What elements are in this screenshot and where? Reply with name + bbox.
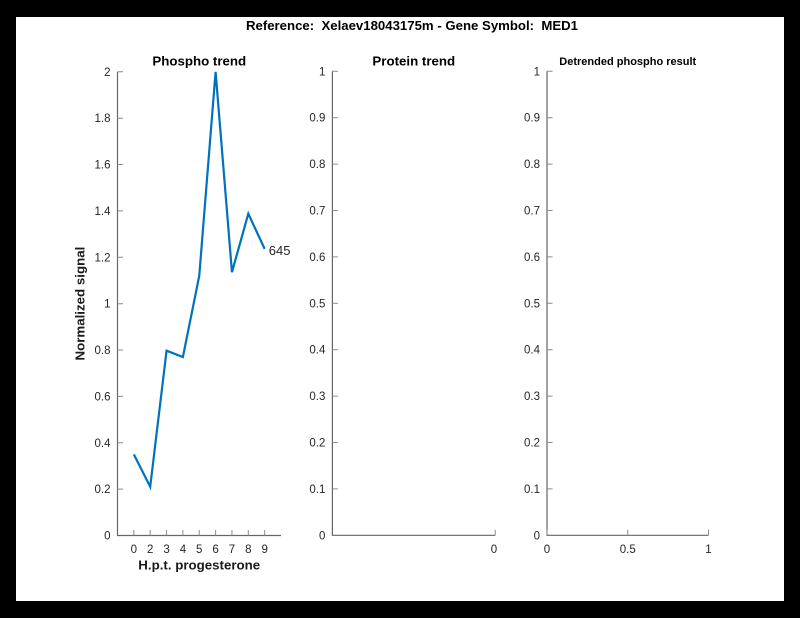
- svg-text:Protein trend: Protein trend: [372, 54, 455, 69]
- svg-text:0: 0: [544, 544, 550, 556]
- svg-text:0.1: 0.1: [309, 484, 325, 496]
- svg-text:H.p.t. progesterone: H.p.t. progesterone: [138, 558, 260, 573]
- svg-text:8: 8: [245, 544, 251, 556]
- svg-text:4: 4: [180, 544, 187, 556]
- svg-text:1: 1: [534, 66, 540, 78]
- svg-text:0.7: 0.7: [524, 206, 540, 218]
- svg-text:0.6: 0.6: [524, 252, 540, 264]
- svg-text:5: 5: [196, 544, 202, 556]
- svg-text:0.4: 0.4: [95, 438, 112, 450]
- svg-text:0: 0: [491, 544, 497, 556]
- svg-text:1: 1: [705, 544, 711, 556]
- svg-text:3: 3: [163, 544, 169, 556]
- svg-text:1: 1: [104, 299, 110, 311]
- svg-text:7: 7: [229, 544, 235, 556]
- svg-text:0.3: 0.3: [524, 391, 540, 403]
- svg-text:9: 9: [261, 544, 267, 556]
- svg-text:0.3: 0.3: [309, 391, 325, 403]
- svg-text:Detrended phospho result: Detrended phospho result: [559, 56, 696, 68]
- svg-text:1.8: 1.8: [95, 113, 111, 125]
- svg-text:1.4: 1.4: [95, 206, 112, 218]
- svg-text:1.2: 1.2: [95, 252, 111, 264]
- svg-text:0.2: 0.2: [524, 438, 540, 450]
- svg-text:0.5: 0.5: [620, 544, 636, 556]
- svg-text:645: 645: [269, 243, 291, 258]
- svg-text:0.4: 0.4: [309, 345, 326, 357]
- svg-text:0: 0: [131, 544, 137, 556]
- svg-text:0.9: 0.9: [309, 113, 325, 125]
- svg-text:0.2: 0.2: [309, 438, 325, 450]
- svg-text:0.5: 0.5: [524, 298, 540, 310]
- svg-text:0.9: 0.9: [524, 113, 540, 125]
- svg-text:0.1: 0.1: [524, 484, 540, 496]
- svg-text:Reference: Xelaev18043175m -: Reference: Xelaev18043175m - Gene Symbol…: [246, 18, 578, 33]
- svg-text:6: 6: [212, 544, 218, 556]
- svg-text:Phospho trend: Phospho trend: [152, 54, 246, 69]
- svg-text:0.8: 0.8: [524, 159, 540, 171]
- svg-text:0.4: 0.4: [524, 345, 541, 357]
- svg-text:0.5: 0.5: [309, 298, 325, 310]
- svg-text:1.6: 1.6: [95, 160, 111, 172]
- svg-text:0.6: 0.6: [309, 252, 325, 264]
- svg-text:2: 2: [104, 67, 110, 79]
- svg-text:0: 0: [319, 530, 325, 542]
- svg-text:0.8: 0.8: [95, 345, 111, 357]
- svg-text:Normalized signal: Normalized signal: [73, 247, 88, 361]
- svg-text:0.8: 0.8: [309, 159, 325, 171]
- svg-text:0: 0: [534, 530, 540, 542]
- svg-text:0.2: 0.2: [95, 484, 111, 496]
- svg-text:2: 2: [147, 544, 153, 556]
- svg-text:0.7: 0.7: [309, 206, 325, 218]
- svg-text:0: 0: [104, 531, 110, 543]
- svg-text:0.6: 0.6: [95, 391, 111, 403]
- svg-text:1: 1: [319, 66, 325, 78]
